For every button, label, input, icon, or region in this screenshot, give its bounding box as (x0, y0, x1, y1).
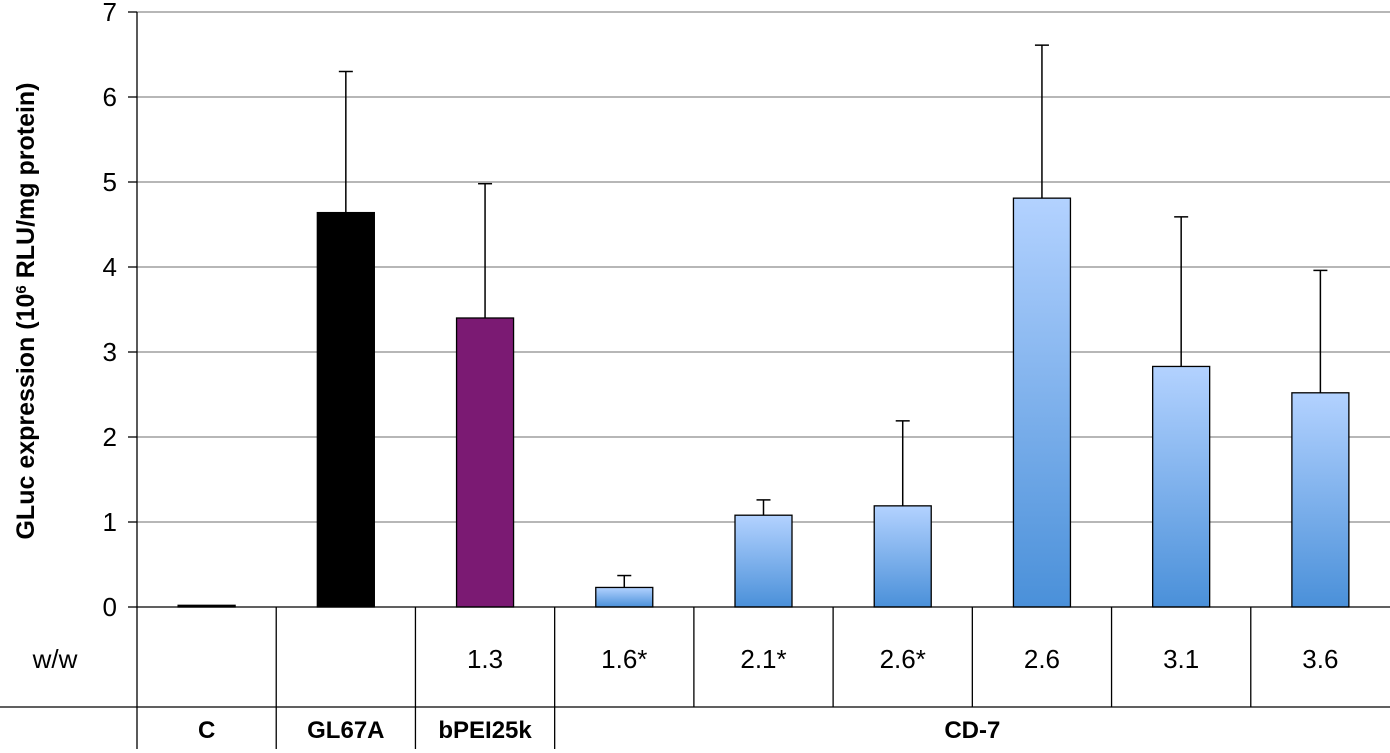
group-label: C (198, 717, 215, 744)
group-label: GL67A (307, 717, 384, 744)
ratio-row-label: w/w (32, 644, 78, 674)
category-table: w/w 1.3 1.6* 2.1* 2.6* 2.6 3.1 3.6 C GL67A bPEI25k… (0, 607, 1390, 749)
bar (595, 586, 654, 608)
axes: 0 1 2 3 4 5 6 7 (103, 0, 1390, 622)
ratio-label: 1.6* (601, 644, 647, 674)
y-axis-label-main: GLuc expression (10 (12, 294, 40, 540)
y-tick-label: 7 (103, 0, 117, 27)
bar (873, 505, 932, 608)
bars (177, 197, 1350, 608)
bar (1012, 197, 1072, 608)
group-label: CD-7 (944, 717, 1000, 744)
ratio-label: 2.6* (880, 644, 926, 674)
group-label: bPEI25k (438, 717, 532, 744)
y-tick-label: 5 (103, 167, 117, 197)
y-tick-label: 3 (103, 337, 117, 367)
y-axis-label-sup: 6 (13, 285, 30, 293)
ratio-label: 3.1 (1163, 644, 1199, 674)
ratio-label: 1.3 (467, 644, 503, 674)
ratio-label: 3.6 (1302, 644, 1338, 674)
bar (1291, 392, 1350, 608)
bar (455, 317, 515, 608)
y-tick-label: 1 (103, 507, 117, 537)
y-axis-label: GLuc expression (106 RLU/mg protein) (12, 82, 40, 539)
y-tick-label: 4 (103, 252, 117, 282)
ratio-label: 2.6 (1024, 644, 1060, 674)
y-tick-label: 0 (103, 592, 117, 622)
bar (316, 211, 375, 608)
bar (1152, 365, 1211, 608)
y-axis-label-rest: RLU/mg protein) (12, 82, 40, 285)
y-tick-label: 6 (103, 82, 117, 112)
error-bars (338, 44, 1328, 588)
y-tick-label: 2 (103, 422, 117, 452)
bar (734, 514, 793, 608)
ratio-label: 2.1* (740, 644, 786, 674)
